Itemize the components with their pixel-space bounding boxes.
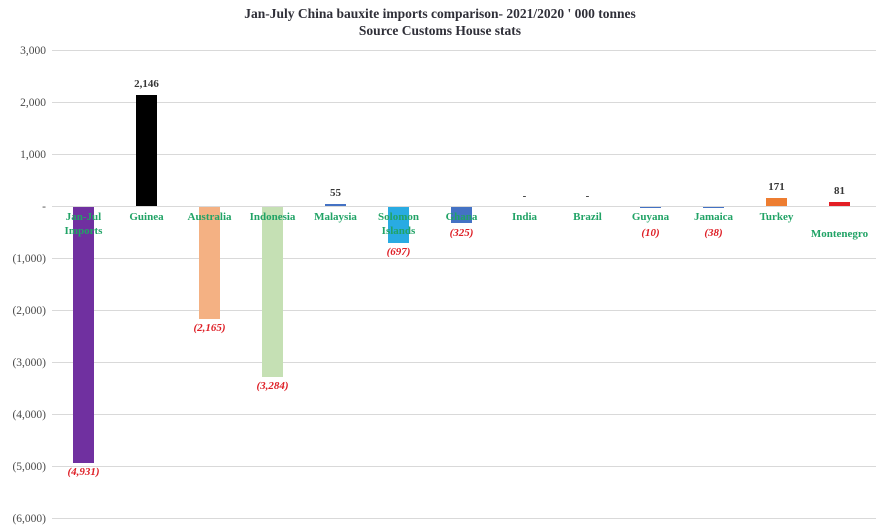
category-label-australia: Australia <box>165 210 255 224</box>
category-label-line: Ghana <box>445 210 478 223</box>
value-label-solomon-islands: (697) <box>386 245 411 258</box>
category-label-line: Guyana <box>631 210 670 223</box>
bar-indonesia <box>262 206 283 378</box>
category-label-line: Guinea <box>129 210 164 223</box>
category-label-guyana: Guyana <box>606 210 696 224</box>
bar-montenegro <box>829 202 850 207</box>
category-label-guinea: Guinea <box>102 210 192 224</box>
value-label-guinea: 2,146 <box>134 77 159 90</box>
category-label-solomon-islands: Solomon Islands <box>354 210 444 238</box>
value-label-turkey: 171 <box>768 180 785 193</box>
gridline <box>52 310 876 311</box>
category-label-line: Imports <box>64 224 103 237</box>
value-label-australia: (2,165) <box>193 322 226 335</box>
category-label-indonesia: Indonesia <box>228 210 318 224</box>
bar-guinea <box>136 94 157 207</box>
gridline <box>52 414 876 415</box>
category-label-line: Brazil <box>573 210 602 223</box>
y-tick-label: (6,000) <box>12 512 46 525</box>
category-label-montenegro: Montenegro <box>795 227 880 241</box>
category-label-line: Turkey <box>759 210 794 223</box>
bar-solomon-islands <box>388 206 409 243</box>
y-tick-label: (5,000) <box>12 460 46 473</box>
value-label-brazil: - <box>585 189 590 202</box>
category-label-jamaica: Jamaica <box>669 210 759 224</box>
bar-turkey <box>766 197 787 207</box>
bar-australia <box>199 206 220 320</box>
y-tick-label: 1,000 <box>20 148 46 161</box>
value-label-montenegro: 81 <box>834 185 845 198</box>
category-label-line: Jan-Jul <box>65 210 102 223</box>
bar-jan-jul-imports <box>73 206 94 463</box>
category-label-line: India <box>511 210 538 223</box>
y-tick-label: (4,000) <box>12 408 46 421</box>
gridline <box>52 518 876 519</box>
gridline <box>52 258 876 259</box>
gridline <box>52 102 876 103</box>
bar-malaysia <box>325 203 346 207</box>
y-tick-label: (2,000) <box>12 304 46 317</box>
category-label-line: Montenegro <box>810 227 869 240</box>
gridline <box>52 466 876 467</box>
chart-title: Jan-July China bauxite imports compariso… <box>244 6 636 21</box>
y-tick-label: 3,000 <box>20 44 46 57</box>
category-label-india: India <box>480 210 570 224</box>
y-tick-label: (3,000) <box>12 356 46 369</box>
value-label-malaysia: 55 <box>330 186 341 199</box>
y-tick-label: 2,000 <box>20 96 46 109</box>
category-label-line: Islands <box>381 224 416 237</box>
value-label-jamaica: (38) <box>704 227 723 239</box>
category-label-line: Solomon <box>378 210 419 223</box>
value-label-india: - <box>522 189 527 202</box>
value-label-guyana: (10) <box>641 227 660 239</box>
category-label-ghana: Ghana <box>417 210 507 224</box>
category-label-line: Malaysia <box>314 210 357 223</box>
value-label-indonesia: (3,284) <box>256 380 289 393</box>
category-label-line: Indonesia <box>249 210 296 223</box>
category-label-brazil: Brazil <box>543 210 633 224</box>
category-label-malaysia: Malaysia <box>291 210 381 224</box>
gridline <box>52 50 876 51</box>
bar-ghana <box>451 206 472 224</box>
value-label-jan-jul-imports: (4,931) <box>67 465 100 478</box>
y-tick-label: - <box>42 200 46 213</box>
value-label-ghana: (325) <box>449 227 474 239</box>
bar-jamaica <box>703 206 724 209</box>
y-tick-label: (1,000) <box>12 252 46 265</box>
chart-subtitle: Source Customs House stats <box>358 23 522 38</box>
category-label-line: Australia <box>187 210 232 223</box>
category-label-turkey: Turkey <box>732 210 822 224</box>
category-label-line: Jamaica <box>693 210 734 223</box>
category-label-jan-jul-imports: Jan-Jul Imports <box>39 210 129 238</box>
gridline <box>52 154 876 155</box>
gridline <box>52 362 876 363</box>
bar-guyana <box>640 206 661 208</box>
